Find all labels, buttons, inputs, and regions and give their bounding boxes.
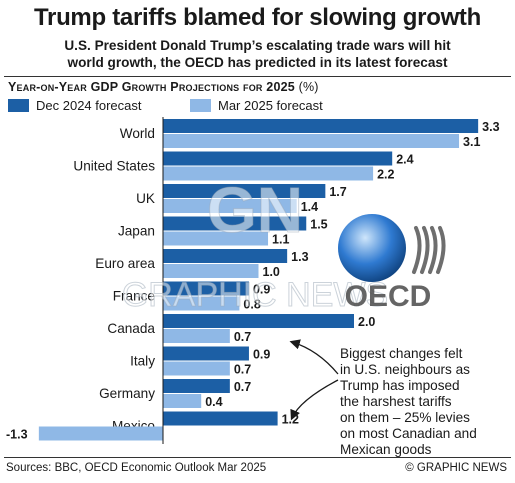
bar-dec-2024 (163, 151, 393, 166)
bar-mar-2025 (163, 199, 297, 213)
value-label: 2.0 (358, 315, 375, 329)
legend-swatch-mar-2025 (190, 99, 211, 112)
legend-item-dec-2024: Dec 2024 forecast (8, 98, 142, 113)
value-label: 3.3 (482, 120, 499, 134)
category-label: United States (73, 159, 155, 174)
oecd-logo-text: OECD (345, 280, 432, 313)
category-label: UK (136, 191, 155, 206)
oecd-leaf-icon (412, 226, 422, 274)
value-label: 1.4 (301, 200, 318, 214)
value-label: 1.7 (329, 185, 346, 199)
page-title: Trump tariffs blamed for slowing growth (34, 4, 481, 31)
credit: © GRAPHIC NEWS (405, 462, 507, 474)
category-label: Euro area (95, 256, 155, 271)
globe-icon (338, 214, 406, 282)
legend-swatch-dec-2024 (8, 99, 29, 112)
subtitle-line-1: U.S. President Donald Trump’s escalating… (64, 38, 451, 53)
bar-group: World 3.33.1 United States 2.42.2 UK 1.7 1.4 Ja… (6, 117, 500, 444)
value-label: 1.3 (291, 250, 308, 264)
annotation-line: the harshest tariffs (340, 394, 452, 409)
value-label: 2.2 (377, 168, 394, 182)
chart-title: Year-on-Year GDP Growth Projections for … (8, 80, 319, 94)
watermark-graphic-news: GRAPHIC NEWS (122, 276, 388, 314)
source-note: Sources: BBC, OECD Economic Outlook Mar … (6, 462, 267, 474)
bar-dec-2024 (163, 249, 288, 263)
bar-mar-2025 (38, 426, 163, 441)
bar-mar-2025 (163, 166, 374, 181)
annotation-line: Mexican goods (340, 442, 432, 457)
value-label: 1.0 (263, 265, 280, 279)
value-label: 0.7 (234, 363, 251, 377)
chart-unit: (%) (298, 80, 319, 94)
category-label: Canada (107, 321, 155, 336)
category-label: Italy (130, 354, 155, 369)
oecd-leaf-icon (420, 226, 430, 274)
value-label: -1.3 (6, 428, 28, 442)
value-label: 1.2 (282, 413, 299, 427)
bar-dec-2024 (163, 216, 307, 231)
annotation-line: on most Canadian and (340, 426, 477, 441)
oecd-logo (338, 214, 446, 282)
oecd-leaf-icon (428, 226, 438, 274)
value-label: 1.5 (310, 218, 327, 232)
category-label: France (113, 289, 155, 304)
value-label: 0.7 (234, 380, 251, 394)
bar-dec-2024 (163, 346, 249, 361)
annotation-line: in U.S. neighbours as (340, 362, 470, 377)
arrow-to-canada (289, 339, 339, 375)
value-label: 0.4 (205, 395, 222, 409)
chart-title-text: Year-on-Year GDP Growth Projections for … (8, 80, 295, 94)
value-label: 0.7 (234, 330, 251, 344)
bar-mar-2025 (163, 264, 259, 278)
bottom-divider (4, 457, 511, 458)
legend-label-dec-2024: Dec 2024 forecast (36, 98, 142, 113)
annotation-line: Biggest changes felt (340, 346, 463, 361)
value-label: 0.9 (253, 283, 270, 297)
bar-mar-2025 (163, 329, 230, 343)
bar-dec-2024 (163, 119, 479, 133)
annotation-line: Trump has imposed (340, 378, 460, 393)
value-label: 2.4 (396, 153, 413, 167)
value-label: 3.1 (463, 135, 480, 149)
top-divider (4, 76, 511, 77)
arrow-to-mexico (290, 379, 339, 421)
watermark-gn: GN (207, 174, 303, 246)
bar-dec-2024 (163, 411, 278, 426)
bar-dec-2024 (163, 379, 230, 393)
bar-dec-2024 (163, 314, 354, 328)
bar-mar-2025 (163, 296, 240, 311)
legend-label-mar-2025: Mar 2025 forecast (218, 98, 323, 113)
category-label: Germany (99, 386, 155, 401)
bar-mar-2025 (163, 134, 460, 148)
value-label: 0.8 (243, 298, 260, 312)
bar-dec-2024 (163, 184, 326, 198)
bar-mar-2025 (163, 394, 202, 408)
legend-item-mar-2025: Mar 2025 forecast (190, 98, 323, 113)
bar-mar-2025 (163, 361, 230, 376)
value-label: 0.9 (253, 348, 270, 362)
category-label: World (120, 126, 155, 141)
annotation-text: Biggest changes felt in U.S. neighbours … (340, 346, 515, 458)
subtitle-line-2: world growth, the OECD has predicted in … (67, 55, 448, 70)
category-label: Japan (118, 224, 155, 239)
annotation-line: on them – 25% levies (340, 410, 470, 425)
annotation-arrows (289, 339, 339, 421)
value-label: 1.1 (272, 233, 289, 247)
bar-mar-2025 (163, 231, 269, 246)
bar-dec-2024 (163, 281, 249, 296)
oecd-leaf-icon (436, 226, 446, 274)
